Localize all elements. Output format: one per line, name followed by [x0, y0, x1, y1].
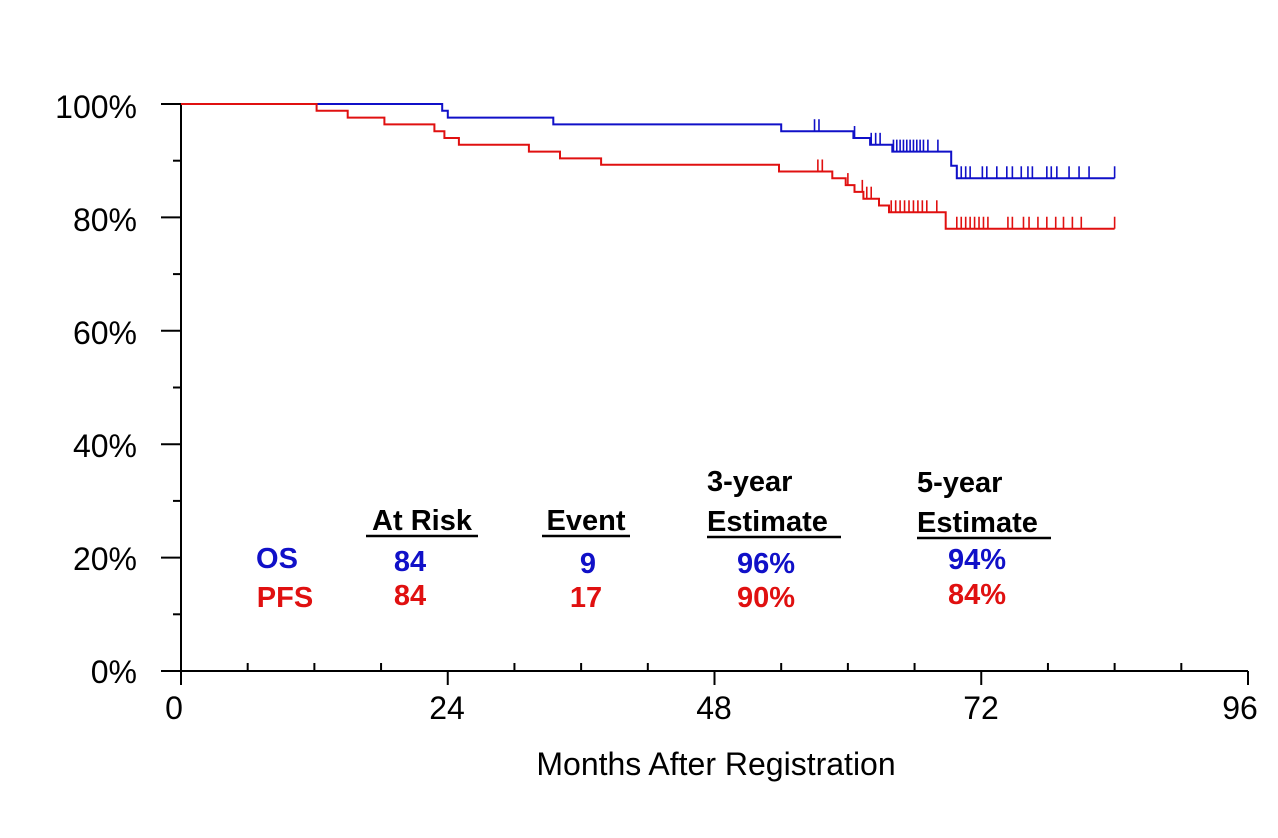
y-tick-label-80: 80% — [73, 202, 137, 238]
y-tick-label-0: 0% — [91, 654, 137, 690]
summary-table: At Risk Event 3-year Estimate 5-year Est… — [256, 466, 1051, 614]
os-row-label: OS — [256, 543, 298, 575]
y-axis-ticks — [161, 103, 181, 672]
table-header-3yr-line1: 3-year — [707, 466, 792, 498]
pfs-at-risk: 84 — [394, 580, 426, 612]
x-tick-label-24: 24 — [429, 690, 465, 726]
y-tick-label-100: 100% — [55, 89, 137, 125]
pfs-event: 17 — [570, 582, 602, 614]
pfs-5yr-estimate: 84% — [948, 579, 1006, 611]
os-3yr-estimate: 96% — [737, 548, 795, 580]
pfs-row-label: PFS — [257, 582, 313, 614]
table-header-5yr-line1: 5-year — [917, 467, 1002, 499]
table-header-at-risk: At Risk — [372, 505, 473, 537]
os-event: 9 — [580, 548, 596, 580]
os-at-risk: 84 — [394, 546, 426, 578]
y-tick-label-20: 20% — [73, 541, 137, 577]
x-tick-label-0: 0 — [165, 690, 183, 726]
x-tick-label-72: 72 — [963, 690, 999, 726]
pfs-3yr-estimate: 90% — [737, 582, 795, 614]
x-axis-ticks — [180, 663, 1249, 685]
x-tick-label-96: 96 — [1222, 690, 1258, 726]
os-curve — [181, 103, 1115, 180]
table-header-event: Event — [547, 505, 626, 537]
table-header-3yr-line2: Estimate — [707, 506, 828, 538]
table-header-5yr-line2: Estimate — [917, 507, 1038, 539]
x-tick-label-48: 48 — [696, 690, 732, 726]
y-tick-label-40: 40% — [73, 428, 137, 464]
x-axis-title: Months After Registration — [536, 746, 895, 782]
survival-curves — [181, 103, 1116, 230]
pfs-curve — [181, 103, 1115, 230]
os-5yr-estimate: 94% — [948, 544, 1006, 576]
y-tick-label-60: 60% — [73, 315, 137, 351]
